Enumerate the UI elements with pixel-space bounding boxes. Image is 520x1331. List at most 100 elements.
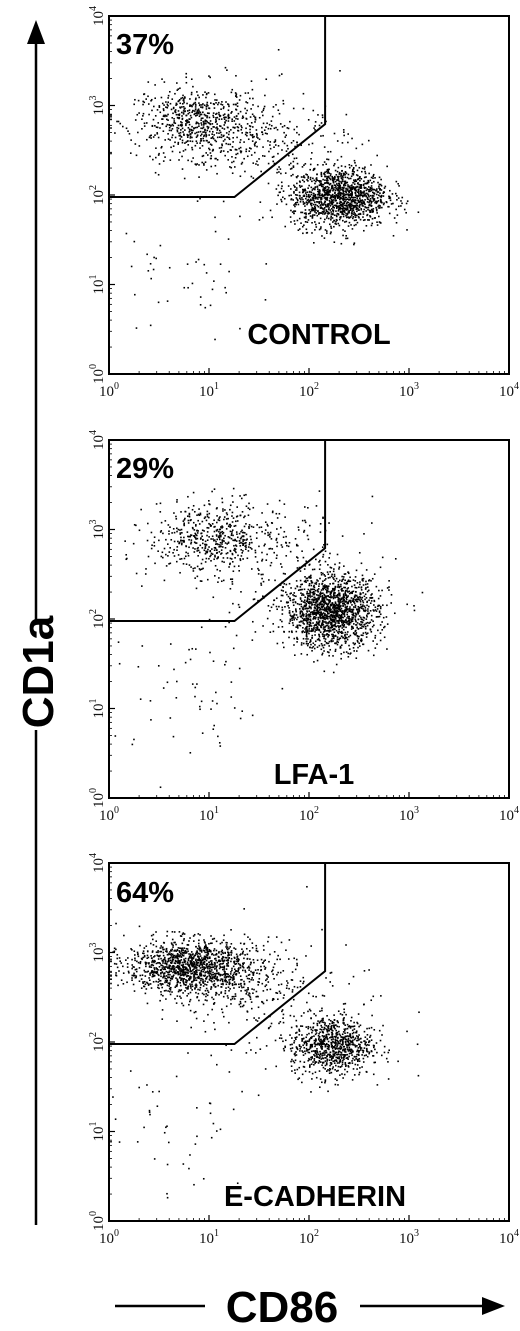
scatter-point-488	[231, 531, 233, 533]
scatter-point-164	[226, 543, 228, 545]
scatter-point-957	[354, 615, 357, 618]
scatter-point-548	[193, 127, 195, 130]
scatter-point-1520	[352, 207, 354, 210]
scatter-point-1154	[311, 189, 314, 191]
scatter-point-1631	[306, 202, 309, 204]
scatter-point-650	[209, 123, 212, 125]
scatter-point-209	[260, 526, 263, 528]
scatter-point-307	[223, 113, 226, 115]
scatter-point-285	[192, 570, 195, 572]
scatter-point-191	[197, 546, 199, 549]
scatter-point-1162	[326, 205, 328, 208]
scatter-point-227	[189, 953, 192, 956]
scatter-point-2263	[232, 647, 235, 650]
scatter-point-299	[204, 516, 207, 518]
scatter-point-1219	[324, 575, 327, 577]
scatter-point-1551	[366, 624, 369, 627]
scatter-point-2175	[268, 533, 271, 536]
scatter-point-2285	[133, 738, 135, 741]
scatter-point-1917	[326, 203, 329, 206]
scatter-point-114	[166, 118, 168, 121]
scatter-point-1432	[298, 180, 301, 183]
scatter-point-44	[197, 549, 200, 552]
scatter-point-212	[205, 987, 208, 990]
scatter-point-1809	[324, 560, 327, 563]
scatter-point-2266	[141, 645, 144, 647]
scatter-point-36	[196, 953, 199, 955]
scatter-point-2219	[421, 591, 424, 594]
scatter-point-984	[326, 232, 328, 234]
scatter-point-1596	[324, 212, 327, 214]
scatter-point-1198	[338, 608, 341, 611]
scatter-point-112	[167, 966, 169, 969]
scatter-point-740	[220, 150, 223, 152]
scatter-point-2050	[313, 603, 316, 606]
scatter-point-1838	[355, 174, 358, 176]
scatter-point-1064	[329, 173, 332, 175]
scatter-point-963	[330, 215, 332, 218]
scatter-point-504	[198, 96, 200, 99]
scatter-point-11	[216, 568, 219, 571]
scatter-point-1442	[338, 617, 341, 620]
scatter-point-1364	[356, 204, 359, 207]
scatter-point-570	[205, 551, 208, 554]
scatter-point-599	[172, 106, 175, 109]
scatter-point-2166	[367, 139, 370, 142]
scatter-point-1866	[321, 605, 323, 608]
scatter-point-1716	[378, 604, 381, 607]
scatter-point-2169	[231, 172, 234, 175]
scatter-point-955	[297, 589, 300, 592]
scatter-point-2290	[191, 683, 194, 685]
scatter-point-1758	[347, 216, 349, 218]
scatter-point-1823	[353, 596, 356, 598]
scatter-point-2007	[344, 200, 346, 203]
scatter-point-258	[181, 106, 183, 108]
scatter-point-1744	[308, 201, 311, 203]
scatter-point-1296	[290, 587, 292, 589]
scatter-point-2078	[334, 192, 336, 195]
scatter-point-429	[267, 525, 269, 527]
scatter-point-93	[163, 579, 166, 582]
scatter-point-33	[264, 543, 266, 546]
scatter-point-1932	[327, 169, 329, 171]
scatter-point-312	[206, 531, 209, 533]
scatter-point-767	[245, 148, 248, 151]
scatter-point-1667	[390, 203, 393, 205]
scatter-point-1726	[361, 195, 364, 198]
scatter-point-171	[278, 512, 281, 515]
scatter-point-1405	[369, 610, 372, 612]
scatter-point-1671	[357, 201, 360, 203]
scatter-point-907	[324, 229, 327, 231]
scatter-point-705	[241, 161, 244, 164]
scatter-point-2246	[204, 306, 207, 309]
scatter-point-41	[155, 980, 157, 983]
scatter-point-1462	[290, 194, 292, 197]
scatter-point-1915	[324, 625, 327, 628]
scatter-point-18	[177, 88, 180, 90]
scatter-point-1882	[351, 212, 353, 214]
scatter-point-537	[228, 536, 231, 539]
scatter-point-2135	[230, 166, 233, 169]
scatter-point-633	[245, 112, 247, 115]
scatter-point-1989	[294, 186, 296, 188]
scatter-point-2277	[184, 661, 187, 664]
scatter-point-1969	[327, 211, 330, 214]
scatter-point-2079	[337, 194, 340, 197]
scatter-point-2164	[351, 137, 353, 140]
scatter-point-1123	[324, 192, 326, 194]
scatter-point-1230	[334, 197, 336, 200]
scatter-point-939	[320, 612, 322, 615]
scatter-point-1973	[345, 212, 347, 215]
scatter-point-2147	[280, 181, 283, 184]
scatter-point-156	[110, 115, 112, 118]
scatter-point-1343	[351, 611, 354, 613]
scatter-point-910	[316, 163, 319, 166]
scatter-point-2036	[334, 616, 337, 619]
scatter-point-484	[186, 133, 189, 136]
scatter-point-1504	[337, 177, 340, 180]
scatter-point-1577	[342, 605, 344, 607]
scatter-point-2008	[310, 186, 313, 189]
scatter-point-1315	[313, 592, 316, 595]
scatter-point-209	[233, 960, 235, 963]
scatter-point-1387	[291, 619, 293, 621]
